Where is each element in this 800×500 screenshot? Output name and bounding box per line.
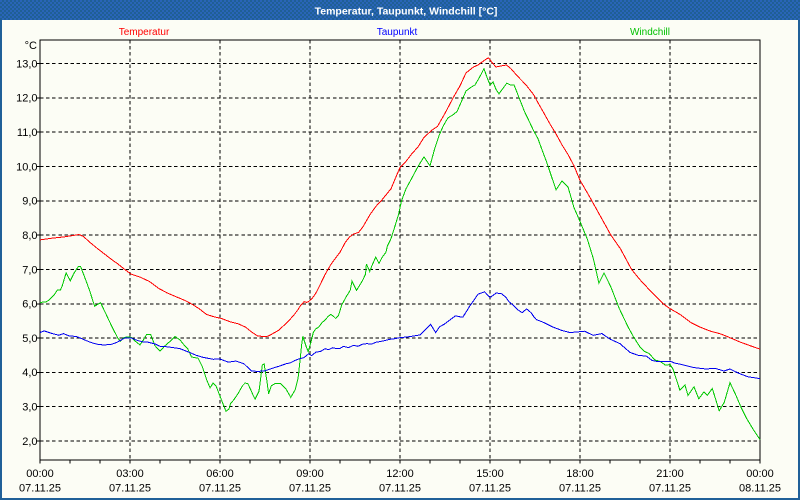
svg-text:5,0: 5,0 [22,333,37,345]
svg-text:11,0: 11,0 [17,127,38,139]
svg-text:21:00: 21:00 [656,468,684,480]
svg-text:2,0: 2,0 [22,436,37,448]
svg-text:07.11.25: 07.11.25 [19,483,61,495]
svg-text:07.11.25: 07.11.25 [469,483,511,495]
svg-text:°C: °C [25,40,37,52]
svg-text:12:00: 12:00 [386,468,414,480]
svg-text:07.11.25: 07.11.25 [379,483,421,495]
svg-text:18:00: 18:00 [566,468,594,480]
svg-text:Temperatur, Taupunkt, Windchil: Temperatur, Taupunkt, Windchill [°C] [315,6,498,18]
svg-text:07.11.25: 07.11.25 [559,483,601,495]
svg-text:12,0: 12,0 [16,93,37,105]
svg-text:07.11.25: 07.11.25 [109,483,151,495]
svg-text:07.11.25: 07.11.25 [199,483,241,495]
svg-text:8,0: 8,0 [22,230,37,242]
svg-text:00:00: 00:00 [746,468,774,480]
svg-text:4,0: 4,0 [22,367,37,379]
svg-text:10,0: 10,0 [16,161,37,173]
svg-text:07.11.25: 07.11.25 [649,483,691,495]
svg-text:15:00: 15:00 [476,468,504,480]
svg-text:00:00: 00:00 [26,468,54,480]
svg-text:06:00: 06:00 [206,468,234,480]
svg-text:7,0: 7,0 [22,264,37,276]
svg-text:09:00: 09:00 [296,468,324,480]
svg-text:6,0: 6,0 [22,299,37,311]
svg-text:Windchill: Windchill [630,27,670,38]
svg-text:13,0: 13,0 [16,58,37,70]
svg-text:08.11.25: 08.11.25 [739,483,781,495]
svg-text:07.11.25: 07.11.25 [289,483,331,495]
svg-text:03:00: 03:00 [116,468,144,480]
svg-text:Taupunkt: Taupunkt [377,27,418,38]
svg-text:Temperatur: Temperatur [119,27,170,38]
svg-text:9,0: 9,0 [22,196,37,208]
svg-text:3,0: 3,0 [22,402,37,414]
